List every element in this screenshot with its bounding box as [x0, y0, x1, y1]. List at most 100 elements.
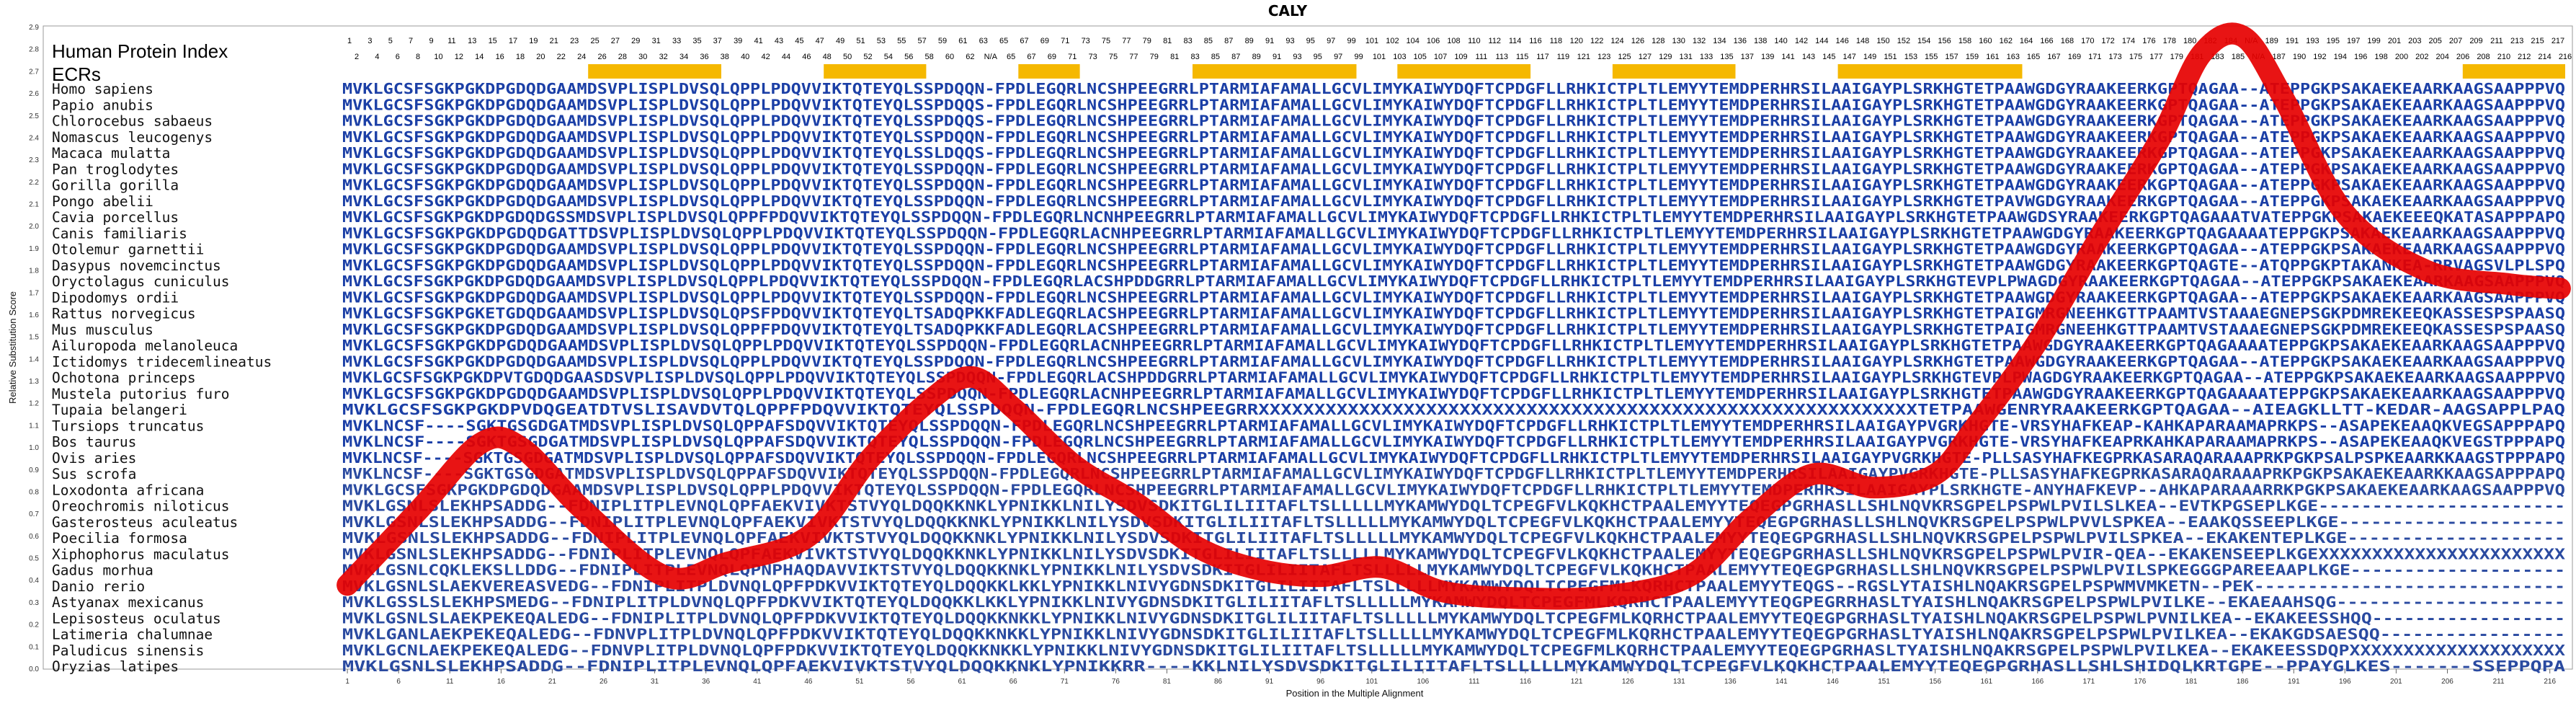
x-tick-label: 71 — [1061, 678, 1069, 686]
x-tick-label: 61 — [958, 678, 967, 686]
index-even-label: 200 — [2395, 53, 2408, 61]
y-tick-label: 2.4 — [29, 134, 39, 142]
index-even-label: 125 — [1618, 53, 1631, 61]
index-even-label: 216 — [2559, 53, 2572, 61]
sequence-row: MVKLGCSFSGKPGKDPGDQDGAAMDSVPLISPLDVSQLQP… — [342, 128, 2565, 146]
index-odd-label: 168 — [2061, 37, 2074, 45]
species-name: Dasypus novemcinctus — [52, 257, 221, 274]
index-odd-label: 77 — [1122, 37, 1131, 45]
sequence-row: MVKLGCSFSGKPGKDPVTGDQDGAASDSVPLISPLDVSQL… — [342, 369, 2565, 386]
index-even-label: 71 — [1068, 53, 1077, 61]
index-even-label: 107 — [1434, 53, 1447, 61]
index-odd-label: 160 — [1979, 37, 1992, 45]
index-even-label: 145 — [1822, 53, 1835, 61]
index-even-label: 143 — [1802, 53, 1815, 61]
index-odd-label: 53 — [877, 37, 886, 45]
x-tick-label: 141 — [1775, 678, 1788, 686]
index-even-label: 40 — [741, 53, 749, 61]
species-name: Ailuropoda melanoleuca — [52, 337, 238, 354]
y-tick-label: 2.7 — [29, 68, 39, 76]
index-odd-label: 215 — [2531, 37, 2544, 45]
index-even-label: 65 — [1007, 53, 1015, 61]
index-even-label: 99 — [1354, 53, 1363, 61]
index-even-label: 6 — [396, 53, 400, 61]
sequence-row: MVKLGCSFSGKPGKDPGDQDGAAMDSVPLISPLDVSQLQP… — [342, 353, 2565, 370]
species-name: Canis familiaris — [52, 225, 187, 242]
x-tick-label: 146 — [1827, 678, 1839, 686]
index-even-label: 173 — [2108, 53, 2121, 61]
index-odd-label: 114 — [1509, 37, 1522, 45]
index-odd-label: 197 — [2347, 37, 2360, 45]
sequence-row: MVKLGSNLSLEKHPSADDG--FDNIPLITPLEVNQLQPFA… — [342, 658, 2565, 675]
x-tick-label: 56 — [906, 678, 915, 686]
index-even-label: 60 — [945, 53, 954, 61]
y-axis-label: Relative Substitution Score — [7, 291, 18, 404]
index-even-label: 24 — [577, 53, 586, 61]
x-tick-label: 136 — [1724, 678, 1737, 686]
index-odd-label: 148 — [1856, 37, 1869, 45]
sequence-row: MVKLGSNLSLEKHPSADDG--FDNIPLITPLEVNQLQPFA… — [342, 513, 2565, 531]
x-tick-label: 196 — [2339, 678, 2351, 686]
index-even-label: 210 — [2497, 53, 2510, 61]
index-odd-label: 61 — [958, 37, 967, 45]
index-even-label: 190 — [2293, 53, 2306, 61]
sequence-row: MVKLGSNLSLEKHPSADDG--FDNIPLITPLEVNQLQPFA… — [342, 529, 2565, 547]
index-odd-label: 211 — [2490, 37, 2503, 45]
x-tick-label: 171 — [2083, 678, 2095, 686]
species-name: Gorilla gorilla — [52, 177, 179, 194]
x-tick-label: 161 — [1980, 678, 1992, 686]
y-tick-label: 1.8 — [29, 268, 39, 275]
index-odd-label: 59 — [938, 37, 947, 45]
index-even-label: 147 — [1843, 53, 1856, 61]
index-even-label: 151 — [1884, 53, 1897, 61]
index-even-label: 54 — [884, 53, 893, 61]
index-even-label: 196 — [2354, 53, 2367, 61]
index-even-label: 93 — [1293, 53, 1301, 61]
index-odd-label: 37 — [713, 37, 722, 45]
index-odd-label: 101 — [1365, 37, 1378, 45]
index-even-label: 62 — [966, 53, 974, 61]
species-name: Homo sapiens — [52, 81, 153, 97]
x-tick-label: 51 — [855, 678, 864, 686]
x-tick-label: 6 — [396, 678, 401, 686]
index-even-label: 129 — [1659, 53, 1672, 61]
index-even-label: 87 — [1231, 53, 1240, 61]
species-name: Papio anubis — [52, 97, 153, 113]
sequence-row: MVKLGCNLAEKPEKEQALEDG--FDNVPLITPLDVNQLQP… — [342, 642, 2565, 659]
index-even-label: 79 — [1150, 53, 1159, 61]
index-odd-label: 13 — [468, 37, 476, 45]
y-tick-label: 2.0 — [29, 223, 39, 231]
index-odd-label: 138 — [1754, 37, 1767, 45]
index-odd-label: 150 — [1876, 37, 1889, 45]
index-odd-label: 51 — [856, 37, 865, 45]
sequence-row: MVKLGCSFSGKPGKDPGDQDGAAMDSVPLISPLDVSQLQP… — [342, 80, 2565, 97]
sequence-row: MVKLGCSFSGKPGKDPGDQDGAAMDSVPLISPLDVSQLQP… — [342, 112, 2565, 130]
index-even-label: 44 — [782, 53, 790, 61]
x-tick-label: 101 — [1365, 678, 1378, 686]
index-odd-label: 104 — [1407, 37, 1420, 45]
sequence-row: MVKLGCSFSGKPGKDPGDQDGAAMDSVPLISPLDVSQLQP… — [342, 177, 2565, 194]
sequence-row: MVKLGSNLSLEKHPSADDG--FDNIPLITPLEVNQLQPFA… — [342, 545, 2565, 562]
species-name: Chlorocebus sabaeus — [52, 113, 213, 130]
index-odd-label: 41 — [754, 37, 762, 45]
index-even-label: 149 — [1863, 53, 1876, 61]
index-even-label: 48 — [823, 53, 832, 61]
x-axis-ticks: 1 6 11 16 21 26 31 36 41 46 51 56 61 66 71 76 81 86 91 96 10… — [345, 669, 2556, 686]
index-even-label: 192 — [2313, 53, 2326, 61]
y-tick-label: 0.4 — [29, 577, 39, 585]
index-odd-label: 156 — [1938, 37, 1951, 45]
sequence-row: MVKLGCSFSGKPGKDPGDQDGSSMDSVPLISPLDVSQLQP… — [342, 208, 2565, 226]
index-even-label: 194 — [2334, 53, 2347, 61]
index-odd-label: 99 — [1347, 37, 1355, 45]
species-name: Nomascus leucogenys — [52, 129, 213, 146]
index-even-label: 161 — [1986, 53, 1999, 61]
sequence-row: MVKLGCSFSGKPGKDPGDQDGAAMDSVPLISPLDVSQLQP… — [342, 321, 2565, 338]
index-odd-label: 217 — [2552, 37, 2564, 45]
index-even-label: 177 — [2149, 53, 2162, 61]
index-odd-label: 176 — [2142, 37, 2155, 45]
index-even-label: 101 — [1373, 53, 1386, 61]
species-name: Danio rerio — [52, 578, 145, 595]
index-even-label: 89 — [1252, 53, 1261, 61]
index-even-label: 28 — [618, 53, 627, 61]
index-even-label: 157 — [1945, 53, 1958, 61]
